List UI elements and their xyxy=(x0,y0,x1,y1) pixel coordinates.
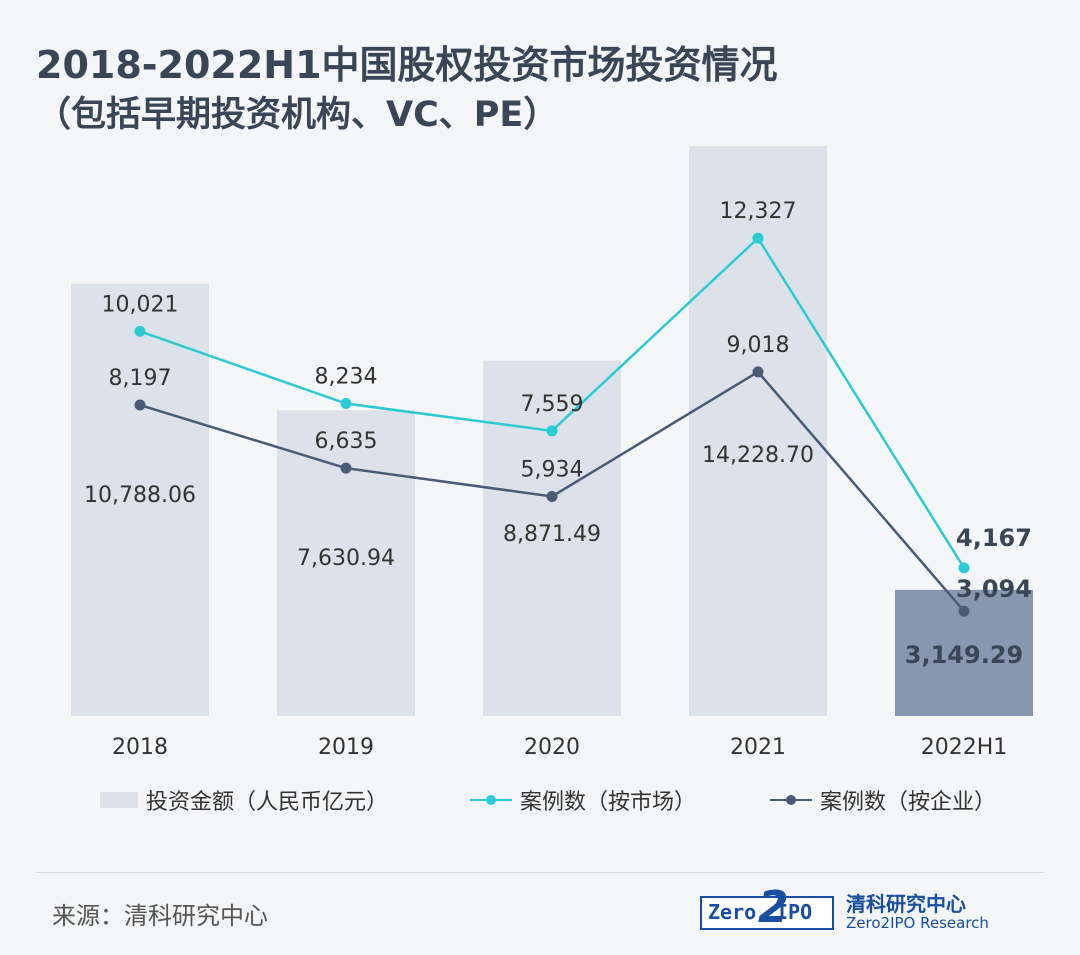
legend-label-company: 案例数（按企业） xyxy=(820,790,997,815)
footer-divider xyxy=(36,872,1044,873)
point-market-2019 xyxy=(340,398,352,410)
point-label-market-2021: 12,327 xyxy=(720,199,797,224)
point-label-market-2022H1: 4,167 xyxy=(956,524,1032,552)
point-company-2022H1 xyxy=(958,605,970,617)
chart-title: 2018-2022H1中国股权投资市场投资情况 xyxy=(36,43,778,87)
legend-item-market: 案例数（按市场） xyxy=(470,784,696,816)
chart-subtitle: （包括早期投资机构、VC、PE） xyxy=(36,95,559,135)
bar-label-2019: 7,630.94 xyxy=(297,546,395,571)
point-company-2019 xyxy=(340,462,352,474)
source-note: 来源：清科研究中心 xyxy=(52,902,268,930)
zero2ipo-logo: Zero IPO 2 清科研究中心 Zero2IPO Research xyxy=(700,882,1040,938)
point-company-2021 xyxy=(752,366,764,378)
point-label-market-2019: 8,234 xyxy=(315,365,378,390)
logo-name-cn: 清科研究中心 xyxy=(846,892,966,916)
legend-swatch-amount xyxy=(100,792,138,808)
legend-label-market: 案例数（按市场） xyxy=(520,790,697,815)
legend: 投资金额（人民币亿元） 案例数（按市场） 案例数（按企业） xyxy=(0,784,1080,820)
point-market-2020 xyxy=(546,425,558,437)
legend-item-amount: 投资金额（人民币亿元） xyxy=(100,784,388,816)
bar-label-2022H1: 3,149.29 xyxy=(905,641,1023,669)
legend-label-amount: 投资金额（人民币亿元） xyxy=(146,790,389,815)
bar-label-2021: 14,228.70 xyxy=(702,443,814,468)
x-tick-2020: 2020 xyxy=(524,735,580,760)
point-label-market-2018: 10,021 xyxy=(102,292,179,317)
legend-swatch-company xyxy=(770,792,812,808)
point-label-company-2022H1: 3,094 xyxy=(956,575,1032,603)
x-tick-2021: 2021 xyxy=(730,735,786,760)
x-tick-2018: 2018 xyxy=(112,735,168,760)
combo-chart: 10,788.06 7,630.94 8,871.49 14,228.70 3,149.… xyxy=(71,146,1033,760)
bar-label-2020: 8,871.49 xyxy=(503,522,601,547)
point-company-2020 xyxy=(546,490,558,502)
logo-mark: Zero IPO xyxy=(700,896,834,930)
x-tick-2019: 2019 xyxy=(318,735,374,760)
logo-digit: 2 xyxy=(758,882,789,933)
point-label-company-2018: 8,197 xyxy=(109,366,172,391)
point-label-company-2019: 6,635 xyxy=(315,429,378,454)
logo-name-en: Zero2IPO Research xyxy=(846,914,989,932)
bar-2021 xyxy=(689,146,827,716)
x-tick-2022H1: 2022H1 xyxy=(921,735,1008,760)
point-label-market-2020: 7,559 xyxy=(521,392,584,417)
point-market-2021 xyxy=(752,232,764,244)
point-label-company-2021: 9,018 xyxy=(727,333,790,358)
bar-2019 xyxy=(277,410,415,716)
point-label-company-2020: 5,934 xyxy=(521,457,584,482)
bar-label-2018: 10,788.06 xyxy=(84,483,196,508)
point-company-2018 xyxy=(134,399,146,411)
legend-item-company: 案例数（按企业） xyxy=(770,784,996,816)
point-market-2022H1 xyxy=(958,562,970,574)
bar-2018 xyxy=(71,283,209,716)
point-market-2018 xyxy=(134,325,146,337)
bar-2020 xyxy=(483,360,621,716)
legend-swatch-market xyxy=(470,792,512,808)
